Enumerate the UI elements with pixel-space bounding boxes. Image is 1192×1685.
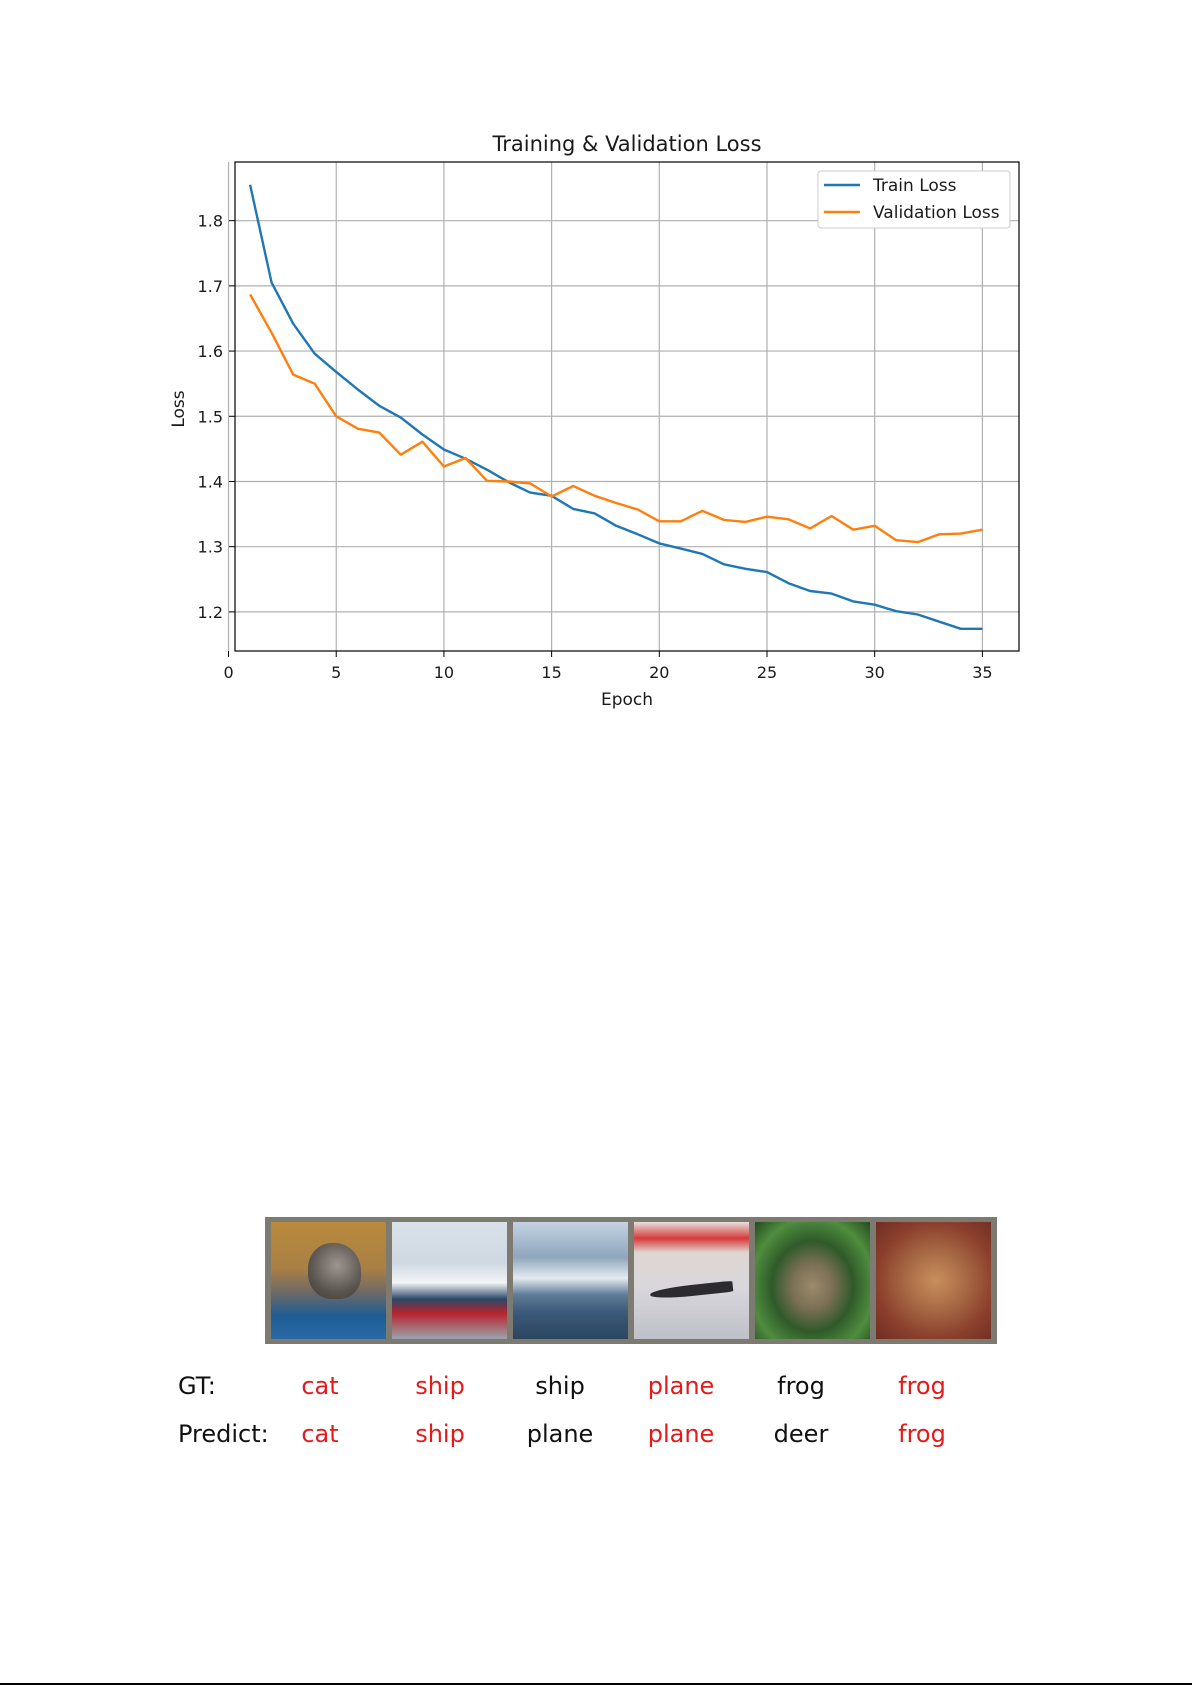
y-tick-label-1-5: 1.5: [198, 407, 223, 426]
sample-image-ship-2: [513, 1222, 628, 1339]
gt-label-4: plane: [647, 1372, 715, 1400]
sample-image-ship: [392, 1222, 507, 1339]
axes-frame: [234, 161, 1020, 652]
y-tick-label-1-8: 1.8: [198, 212, 223, 231]
x-tick-label-5: 5: [331, 663, 341, 682]
sample-image-frog-2: [876, 1222, 991, 1339]
x-tick-label-30: 30: [865, 663, 885, 682]
legend-label-train-loss: Train Loss: [872, 176, 957, 196]
x-tick-label-25: 25: [757, 663, 777, 682]
gt-label-1: cat: [301, 1372, 339, 1400]
y-tick-label-1-2: 1.2: [198, 603, 223, 622]
gt-label-2: ship: [415, 1372, 465, 1400]
grid-lines: [227, 162, 1019, 651]
x-tick-label-20: 20: [649, 663, 669, 682]
predict-label-1: cat: [301, 1420, 339, 1448]
legend: Train Loss Validation Loss: [817, 170, 1011, 229]
predict-label-6: frog: [898, 1420, 946, 1448]
series-layer: [248, 184, 983, 630]
predict-label-5: deer: [773, 1420, 829, 1448]
y-tick-label-1-7: 1.7: [198, 277, 223, 296]
page-bottom-rule: [0, 1683, 1192, 1685]
sample-image-frog: [755, 1222, 870, 1339]
y-tick-label-1-6: 1.6: [198, 342, 223, 361]
series-line-validation-loss: [249, 293, 983, 544]
gt-label-6: frog: [898, 1372, 946, 1400]
predict-row-label: Predict:: [178, 1420, 269, 1448]
y-tick-label-1-4: 1.4: [198, 472, 223, 491]
series-line-train-loss: [248, 184, 983, 630]
gt-row-label: GT:: [178, 1372, 216, 1400]
x-tick-label-15: 15: [541, 663, 561, 682]
legend-box: [817, 170, 1011, 229]
gt-label-3: ship: [535, 1372, 585, 1400]
legend-label-validation-loss: Validation Loss: [873, 203, 1000, 223]
gt-label-5: frog: [777, 1372, 825, 1400]
loss-chart: 0 5 10 15 20 25 30 35 1.2 1.3 1.4 1.5 1.6 1.7 1.8 Trai…: [169, 132, 1020, 710]
sample-image-plane: [634, 1222, 749, 1339]
predict-label-4: plane: [647, 1420, 715, 1448]
x-tick-label-35: 35: [972, 663, 992, 682]
x-axis-label: Epoch: [601, 690, 653, 710]
y-tick-label-1-3: 1.3: [198, 538, 223, 557]
chart-title: Training & Validation Loss: [491, 132, 761, 156]
sample-image-cat: [271, 1222, 386, 1339]
y-axis-label: Loss: [169, 390, 189, 427]
axis-ticks: 0 5 10 15 20 25 30 35 1.2 1.3 1.4 1.5 1.6 1.7 1.8: [198, 212, 993, 682]
x-tick-label-0: 0: [223, 663, 233, 682]
predict-label-3: plane: [526, 1420, 594, 1448]
x-tick-label-10: 10: [434, 663, 454, 682]
sample-image-strip: [265, 1217, 997, 1344]
predict-label-2: ship: [415, 1420, 465, 1448]
